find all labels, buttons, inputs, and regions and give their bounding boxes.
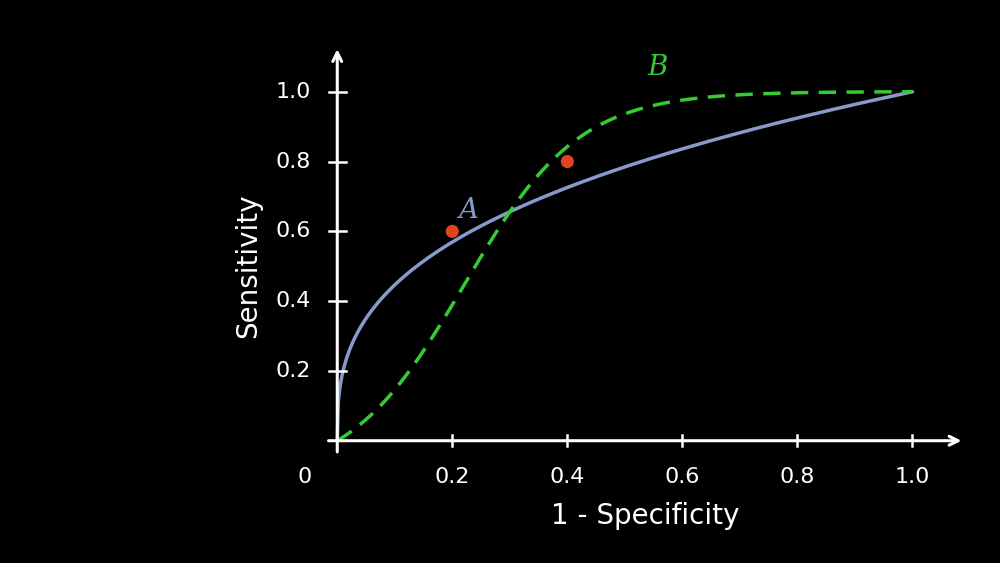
Text: 0.6: 0.6 — [276, 221, 311, 242]
Text: A: A — [458, 198, 478, 225]
Text: 0.4: 0.4 — [276, 291, 311, 311]
Text: 0.8: 0.8 — [276, 151, 311, 172]
Text: 0.2: 0.2 — [435, 467, 470, 487]
Text: Sensitivity: Sensitivity — [234, 194, 262, 338]
Text: 1 - Specificity: 1 - Specificity — [551, 502, 739, 530]
Text: 0.2: 0.2 — [276, 361, 311, 381]
Text: 1.0: 1.0 — [276, 82, 311, 102]
Text: 0.4: 0.4 — [550, 467, 585, 487]
Text: 1.0: 1.0 — [895, 467, 930, 487]
Text: 0: 0 — [297, 467, 311, 487]
Text: 0.8: 0.8 — [780, 467, 815, 487]
Text: B: B — [648, 54, 668, 81]
Text: 0.6: 0.6 — [665, 467, 700, 487]
Point — [559, 157, 575, 166]
Point — [444, 227, 460, 236]
